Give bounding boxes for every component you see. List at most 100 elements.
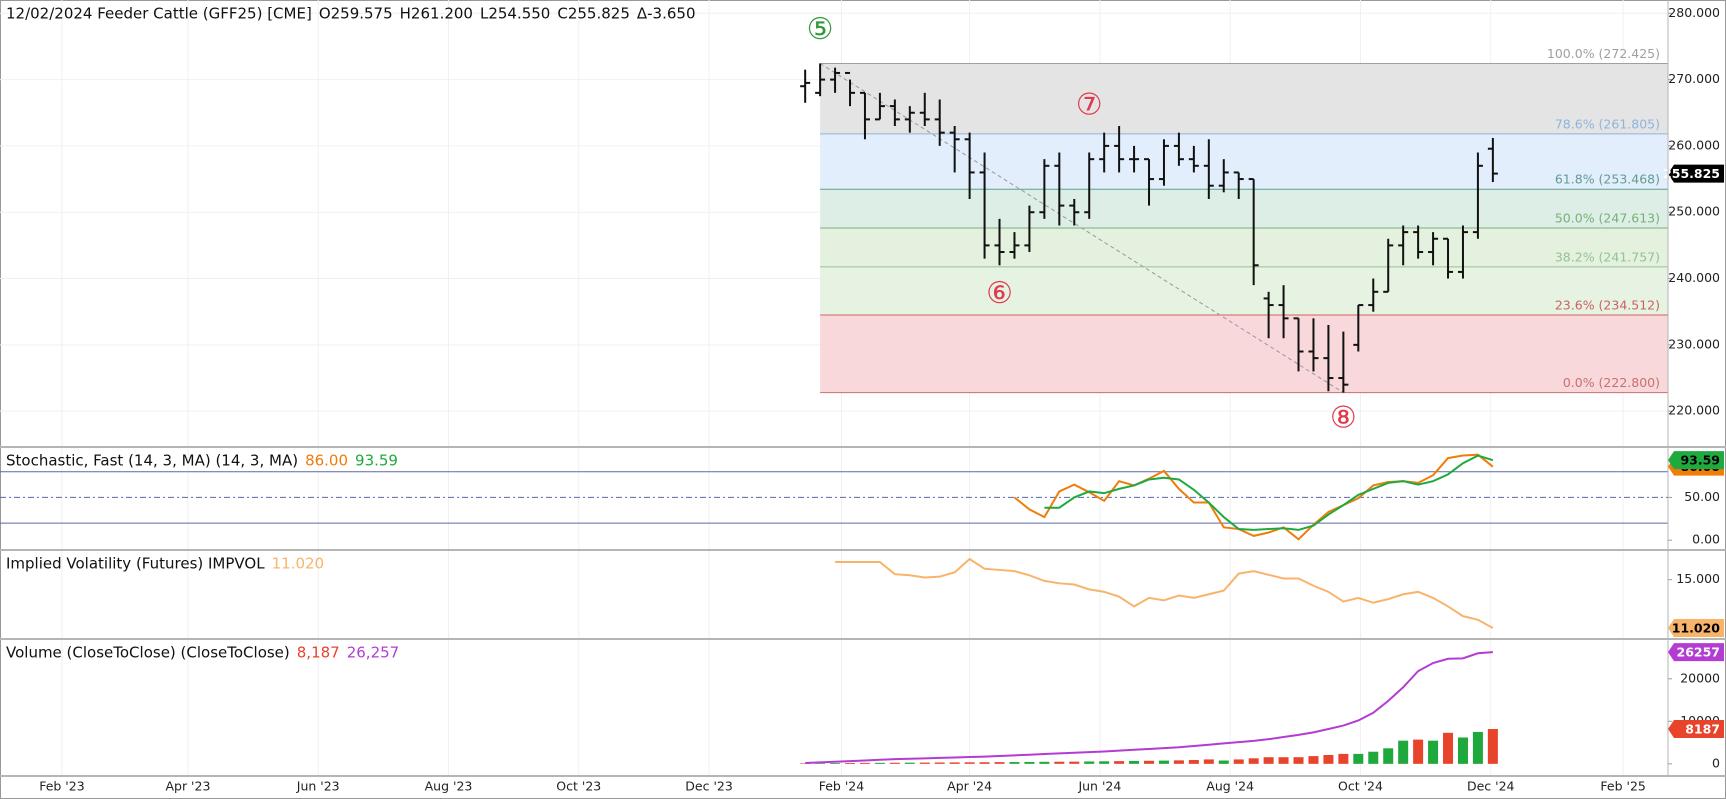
fib-band	[820, 314, 1668, 393]
panel-header: 26,257	[347, 644, 400, 662]
fib-band	[820, 133, 1668, 190]
panel-header: 93.59	[355, 452, 398, 470]
panel-header: H261.200	[400, 5, 473, 23]
fib-band	[820, 228, 1668, 267]
volume-bar	[1084, 761, 1095, 764]
volume-bar	[1383, 748, 1394, 764]
fib-label: 23.6% (234.512)	[1555, 297, 1660, 312]
fib-label: 50.0% (247.613)	[1555, 211, 1660, 226]
fib-band	[820, 63, 1668, 134]
volume-bar	[1114, 761, 1125, 764]
y-tick-label: 270.000	[1668, 71, 1720, 86]
series-line	[835, 557, 1494, 629]
volume-bar	[1338, 753, 1349, 764]
panel-header: Implied Volatility (Futures) IMPVOL	[6, 555, 265, 573]
volume-bar	[1009, 762, 1020, 764]
volume-bar	[874, 762, 885, 764]
fib-label: 38.2% (241.757)	[1555, 249, 1660, 264]
panel-header: Stochastic, Fast (14, 3, MA) (14, 3, MA)	[6, 452, 298, 470]
x-tick-label: Aug '24	[1206, 779, 1254, 794]
fib-label: 0.0% (222.800)	[1563, 375, 1660, 390]
wave-label: ⑧	[1330, 401, 1357, 436]
panel-header: 12/02/2024 Feeder Cattle (GFF25) [CME]	[6, 5, 312, 23]
fib-band	[820, 189, 1668, 229]
x-tick-label: Oct '24	[1338, 779, 1383, 794]
volume-bar	[1054, 761, 1065, 764]
value-tag	[1668, 619, 1724, 638]
value-tag-label: 11.020	[1672, 621, 1721, 636]
volume-bar	[815, 763, 826, 764]
value-tag	[1668, 451, 1724, 470]
x-tick-label: Apr '23	[165, 779, 210, 794]
y-tick-label: 15.000	[1676, 571, 1720, 586]
volume-bar	[1472, 731, 1483, 764]
x-tick-label: Apr '24	[947, 779, 992, 794]
volume-bar	[964, 762, 975, 764]
volume-bar	[934, 762, 945, 764]
volume-bar	[1263, 757, 1274, 764]
value-tag-label: 26257	[1677, 645, 1721, 660]
volume-bar	[1218, 760, 1229, 764]
volume-bar	[1024, 761, 1035, 764]
y-tick-label: 20000	[1680, 670, 1720, 685]
volume-bar	[1457, 737, 1468, 764]
volume-bar	[859, 762, 870, 764]
volume-bar	[1248, 758, 1259, 764]
volume-bar	[1413, 739, 1424, 764]
volume-bar	[1293, 757, 1304, 764]
series-line	[805, 651, 1493, 764]
volume-bar	[1069, 761, 1080, 764]
panel-header: C255.825	[557, 5, 630, 23]
volume-bar	[889, 762, 900, 764]
volume-bar	[1158, 760, 1169, 764]
y-tick-label: 0.00	[1692, 532, 1720, 547]
wave-label: ⑥	[986, 276, 1013, 311]
volume-bar	[1039, 761, 1050, 764]
volume-bar	[1353, 753, 1364, 764]
panel-header: Δ-3.650	[637, 5, 696, 23]
y-tick-label: 230.000	[1668, 336, 1720, 351]
y-tick-label: 220.000	[1668, 403, 1720, 418]
panel-header: O259.575	[319, 5, 393, 23]
volume-bar	[1203, 759, 1214, 764]
volume-bar	[979, 762, 990, 764]
fib-label: 78.6% (261.805)	[1555, 116, 1660, 131]
volume-bar	[994, 762, 1005, 764]
panel-header: L254.550	[480, 5, 550, 23]
series-line	[1044, 454, 1494, 531]
panel-header: 8,187	[297, 644, 340, 662]
y-tick-label: 0	[1712, 755, 1720, 770]
fib-label: 61.8% (253.468)	[1555, 172, 1660, 187]
volume-bar	[800, 763, 811, 764]
fib-band	[820, 266, 1668, 315]
y-tick-label: 240.000	[1668, 270, 1720, 285]
y-tick-label: 280.000	[1668, 5, 1720, 20]
fib-trendline	[819, 63, 1344, 394]
volume-bar	[1188, 760, 1199, 764]
fib-label: 100.0% (272.425)	[1547, 46, 1660, 61]
volume-bar	[1443, 732, 1454, 764]
x-tick-label: Aug '23	[425, 779, 473, 794]
panel-header: 86.00	[305, 452, 348, 470]
volume-bar	[1099, 761, 1110, 764]
volume-bar	[845, 762, 856, 764]
volume-bar	[830, 763, 841, 764]
volume-bar	[1308, 756, 1319, 764]
volume-bar	[1129, 760, 1140, 764]
x-tick-label: Jun '23	[296, 779, 340, 794]
value-tag-label: 93.59	[1680, 453, 1720, 468]
volume-bar	[1173, 760, 1184, 764]
volume-bar	[904, 762, 915, 764]
value-tag	[1668, 643, 1724, 662]
x-tick-label: Feb '23	[39, 779, 84, 794]
x-tick-label: Feb '24	[819, 779, 864, 794]
volume-bar	[1233, 759, 1244, 764]
panel-header: 11.020	[272, 555, 325, 573]
x-tick-label: Dec '23	[685, 779, 733, 794]
value-tag-label: 255.825	[1663, 166, 1720, 181]
volume-bar	[1323, 754, 1334, 764]
x-tick-label: Jun '24	[1077, 779, 1121, 794]
y-tick-label: 260.000	[1668, 137, 1720, 152]
x-tick-label: Feb '25	[1600, 779, 1645, 794]
